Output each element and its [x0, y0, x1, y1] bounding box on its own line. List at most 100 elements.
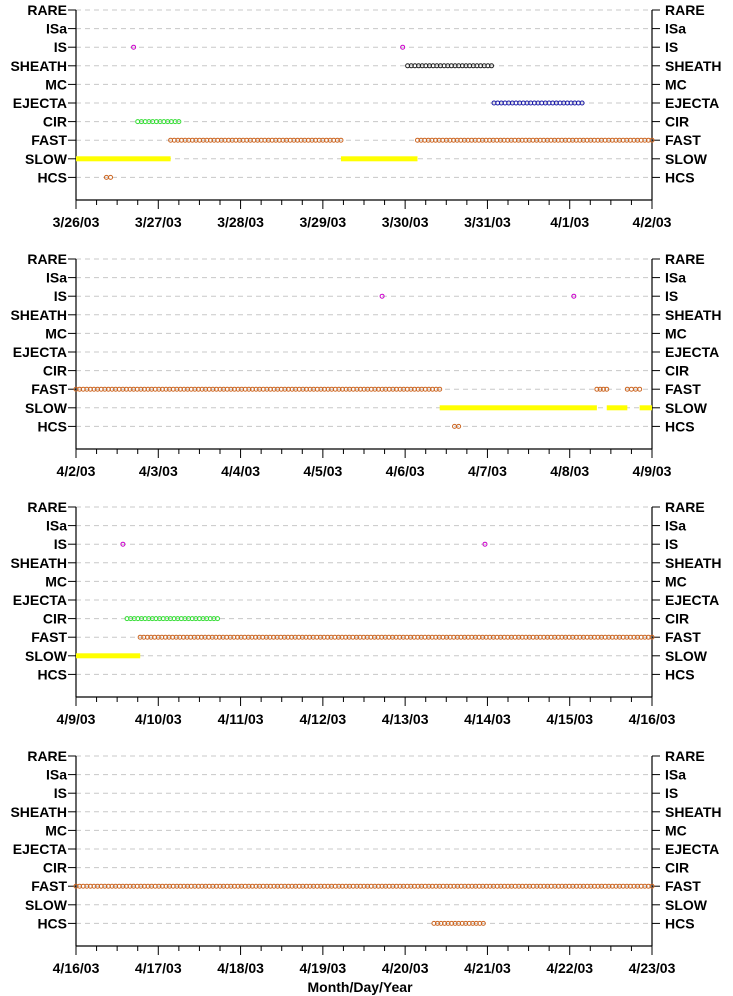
y-tick-label-right: SHEATH	[665, 307, 722, 323]
y-tick-label-left: SLOW	[25, 151, 68, 167]
y-tick-label-right: IS	[665, 288, 678, 304]
data-point-is	[379, 293, 385, 299]
y-tick-label-left: SLOW	[25, 897, 68, 913]
y-tick-label-left: EJECTA	[13, 95, 67, 111]
y-tick-label-left: HCS	[37, 418, 67, 434]
y-tick-label-right: MC	[665, 573, 687, 589]
x-tick-label: 3/29/03	[299, 214, 346, 230]
data-point-slow	[76, 653, 141, 659]
y-tick-label-right: HCS	[665, 169, 695, 185]
y-tick-label-left: SHEATH	[10, 555, 67, 571]
y-tick-label-left: HCS	[37, 915, 67, 931]
x-tick-label: 4/14/03	[464, 711, 511, 727]
y-tick-label-right: SLOW	[665, 151, 708, 167]
x-tick-label: 4/4/03	[221, 463, 260, 479]
y-tick-label-right: FAST	[665, 629, 701, 645]
y-tick-label-right: IS	[665, 39, 678, 55]
y-tick-label-right: HCS	[665, 418, 695, 434]
y-tick-label-right: MC	[665, 822, 687, 838]
data-point-slow	[76, 156, 171, 162]
y-tick-label-right: EJECTA	[665, 95, 719, 111]
x-tick-label: 3/27/03	[135, 214, 182, 230]
x-tick-label: 4/16/03	[629, 711, 676, 727]
x-tick-label: 4/2/03	[633, 214, 672, 230]
data-point-sheath	[489, 63, 495, 69]
data-point-fast	[597, 386, 603, 392]
data-point-is	[400, 44, 406, 50]
y-tick-label-right: SLOW	[665, 897, 708, 913]
y-tick-label-left: IS	[54, 288, 67, 304]
y-tick-label-left: SHEATH	[10, 58, 67, 74]
y-tick-label-left: IS	[54, 785, 67, 801]
y-tick-label-left: MC	[45, 573, 67, 589]
x-tick-label: 4/6/03	[386, 463, 425, 479]
data-point-cir	[176, 119, 182, 125]
data-point-fast	[649, 883, 655, 889]
x-tick-label: 4/19/03	[299, 960, 346, 976]
y-tick-label-right: IS	[665, 785, 678, 801]
y-tick-label-right: HCS	[665, 666, 695, 682]
y-tick-label-left: EJECTA	[13, 841, 67, 857]
x-tick-label: 3/30/03	[382, 214, 429, 230]
data-point-fast	[637, 386, 643, 392]
y-tick-label-right: SLOW	[665, 400, 708, 416]
y-tick-label-right: SHEATH	[665, 555, 722, 571]
data-point-fast	[437, 386, 443, 392]
y-tick-label-left: HCS	[37, 169, 67, 185]
y-tick-label-left: SHEATH	[10, 804, 67, 820]
y-tick-label-right: ISa	[665, 767, 686, 783]
data-point-cir	[215, 616, 221, 622]
y-tick-label-left: SLOW	[25, 400, 68, 416]
x-tick-label: 4/20/03	[382, 960, 429, 976]
y-tick-label-left: CIR	[43, 114, 67, 130]
x-tick-label: 4/8/03	[550, 463, 589, 479]
data-point-hcs	[108, 174, 114, 180]
x-tick-label: 4/9/03	[633, 463, 672, 479]
y-tick-label-left: SHEATH	[10, 307, 67, 323]
y-tick-label-left: CIR	[43, 611, 67, 627]
x-tick-label: 3/26/03	[53, 214, 100, 230]
x-tick-label: 4/9/03	[57, 711, 96, 727]
y-tick-label-right: IS	[665, 536, 678, 552]
y-tick-label-left: FAST	[31, 132, 67, 148]
data-point-slow	[439, 405, 597, 411]
y-tick-label-left: RARE	[27, 2, 67, 18]
y-tick-label-left: FAST	[31, 381, 67, 397]
y-tick-label-left: RARE	[27, 499, 67, 515]
y-tick-label-right: MC	[665, 76, 687, 92]
x-tick-label: 4/18/03	[217, 960, 264, 976]
y-tick-label-right: CIR	[665, 611, 689, 627]
data-point-is	[482, 541, 488, 547]
y-tick-label-right: RARE	[665, 748, 705, 764]
y-tick-label-right: EJECTA	[665, 344, 719, 360]
data-point-hcs	[480, 920, 486, 926]
y-tick-label-right: ISa	[665, 270, 686, 286]
y-tick-label-left: IS	[54, 39, 67, 55]
y-tick-label-left: RARE	[27, 251, 67, 267]
y-tick-label-left: ISa	[46, 270, 67, 286]
x-tick-label: 4/16/03	[53, 960, 100, 976]
y-tick-label-left: MC	[45, 822, 67, 838]
x-tick-label: 4/15/03	[546, 711, 593, 727]
y-tick-label-left: CIR	[43, 363, 67, 379]
y-tick-label-left: SLOW	[25, 648, 68, 664]
x-tick-label: 3/28/03	[217, 214, 264, 230]
x-tick-label: 4/10/03	[135, 711, 182, 727]
data-point-hcs	[456, 423, 462, 429]
y-tick-label-right: SLOW	[665, 648, 708, 664]
x-tick-label: 4/1/03	[550, 214, 589, 230]
x-tick-label: 4/21/03	[464, 960, 511, 976]
y-tick-label-right: ISa	[665, 518, 686, 534]
data-point-slow	[606, 405, 628, 411]
y-tick-label-right: FAST	[665, 132, 701, 148]
y-tick-label-right: RARE	[665, 499, 705, 515]
y-tick-label-left: RARE	[27, 748, 67, 764]
data-point-fast	[594, 386, 600, 392]
y-tick-label-right: SHEATH	[665, 804, 722, 820]
data-point-slow	[639, 405, 652, 411]
y-tick-label-right: CIR	[665, 363, 689, 379]
y-tick-label-right: RARE	[665, 2, 705, 18]
y-tick-label-right: ISa	[665, 21, 686, 37]
y-tick-label-left: IS	[54, 536, 67, 552]
x-tick-label: 4/11/03	[218, 711, 264, 727]
